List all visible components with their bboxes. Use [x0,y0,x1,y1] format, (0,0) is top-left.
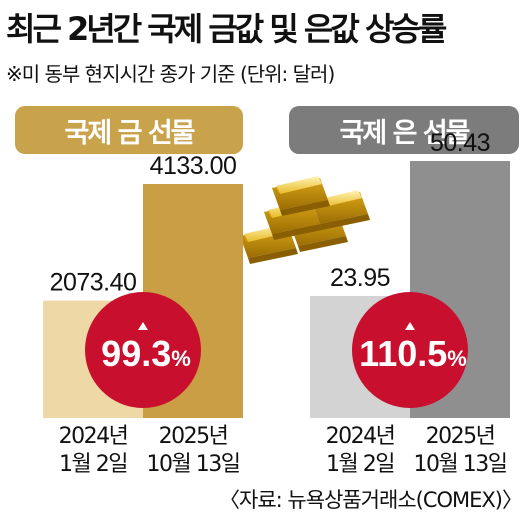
gold-value-label-2: 4133.00 [150,152,237,180]
gold-change-badge [85,292,201,408]
gold-value-label-1: 2073.40 [50,269,137,297]
silver-category-label-1: 1월 2일 [326,452,394,477]
gold-change-label: 99.3% [101,333,191,374]
subtitle: ※미 동부 현지시간 종가 기준 (단위: 달러) [6,62,335,86]
gold-category-label-2: 2025년 [159,424,228,449]
silver-category-label-2: 2025년 [426,424,495,449]
silver-category-label-1: 2024년 [326,424,395,449]
page-title: 최근 2년간 국제 금값 및 은값 상승률 [6,10,447,48]
gold-category-label-1: 2024년 [59,424,128,449]
silver-value-label-1: 23.95 [330,264,390,292]
silver-category-label-2: 10월 13일 [414,452,507,477]
silver-change-label: 110.5% [359,333,467,374]
triangle-up-icon [405,322,415,330]
gold-category-label-1: 1월 2일 [59,452,127,477]
silver-change-badge [352,292,468,408]
silver-panel-title: 국제 은 선물 [289,106,519,154]
gold-bars-icon [240,176,370,264]
gold-category-label-2: 10월 13일 [147,452,240,477]
triangle-up-icon [138,322,148,330]
source-note: 〈자료: 뉴욕상품거래소(COMEX)〉 [219,488,523,512]
silver-value-label-2: 50.43 [430,129,490,157]
gold-panel-title: 국제 금 선물 [15,106,243,154]
